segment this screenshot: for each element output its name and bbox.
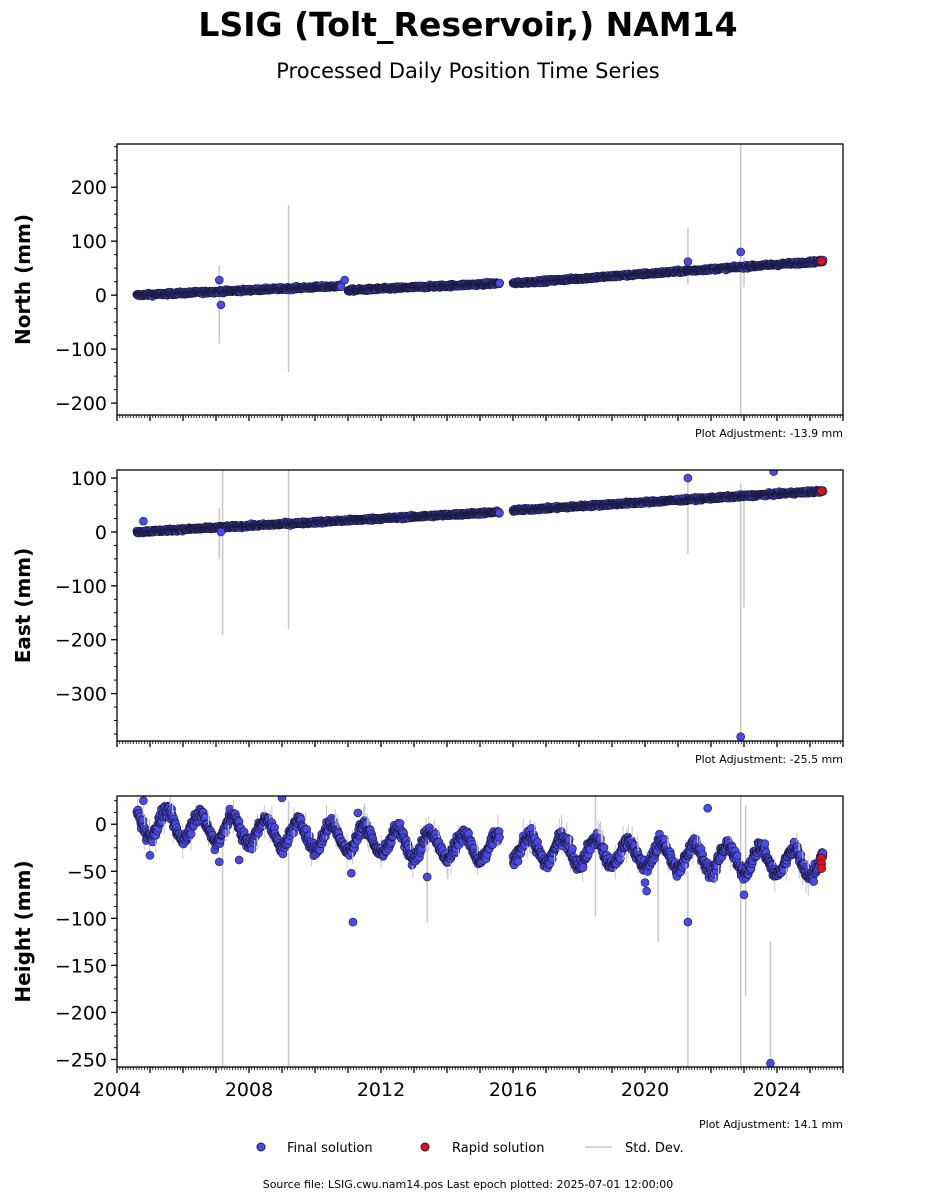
y-axis-label: North (mm) <box>11 214 35 345</box>
chart-subtitle: Processed Daily Position Time Series <box>276 59 660 83</box>
y-tick-label: 200 <box>71 177 107 199</box>
y-tick-label: −300 <box>55 684 107 706</box>
final-point <box>495 508 504 518</box>
plot-area <box>132 144 828 415</box>
y-tick-label: −200 <box>55 630 107 652</box>
y-tick-label: 100 <box>71 231 107 253</box>
y-tick-label: −100 <box>55 576 107 598</box>
final-point-outlier <box>736 732 746 741</box>
plot-area <box>132 796 828 1067</box>
plot-adjustment: Plot Adjustment: -13.9 mm <box>695 427 843 440</box>
final-point-outlier <box>216 300 226 310</box>
final-point-outlier <box>215 275 224 285</box>
y-tick-label: 100 <box>71 468 107 490</box>
final-point-outlier <box>683 257 693 266</box>
final-point <box>186 829 196 839</box>
final-point-outlier <box>683 473 693 483</box>
rapid-point <box>817 256 827 266</box>
y-tick-label: −100 <box>55 339 107 361</box>
final-point <box>495 833 504 842</box>
y-tick-label: −200 <box>55 393 107 415</box>
final-point-outlier <box>769 470 778 476</box>
final-point <box>336 282 346 292</box>
final-point-outlier <box>139 516 148 526</box>
plot-area <box>132 470 828 741</box>
final-point-outlier <box>340 275 350 285</box>
panel-1: −200 −100 0 100 200 North (mm) Plot Adjustment… <box>11 143 844 440</box>
y-axis-label: East (mm) <box>11 548 35 664</box>
plot-adjustment: Plot Adjustment: -25.5 mm <box>695 753 843 766</box>
final-point <box>495 278 505 288</box>
chart-title: LSIG (Tolt_Reservoir,) NAM14 <box>198 5 737 44</box>
panel-2: −300 −200 −100 0 100 East (mm) Plot Adjustment… <box>11 468 844 766</box>
y-tick-label: 0 <box>95 522 107 544</box>
panels: −200 −100 0 100 200 North (mm) Plot Adjustment… <box>11 143 844 1131</box>
final-point-outlier <box>216 527 226 537</box>
final-point-outlier <box>736 247 746 257</box>
y-tick-label: 0 <box>95 285 107 307</box>
rapid-point <box>817 486 827 496</box>
